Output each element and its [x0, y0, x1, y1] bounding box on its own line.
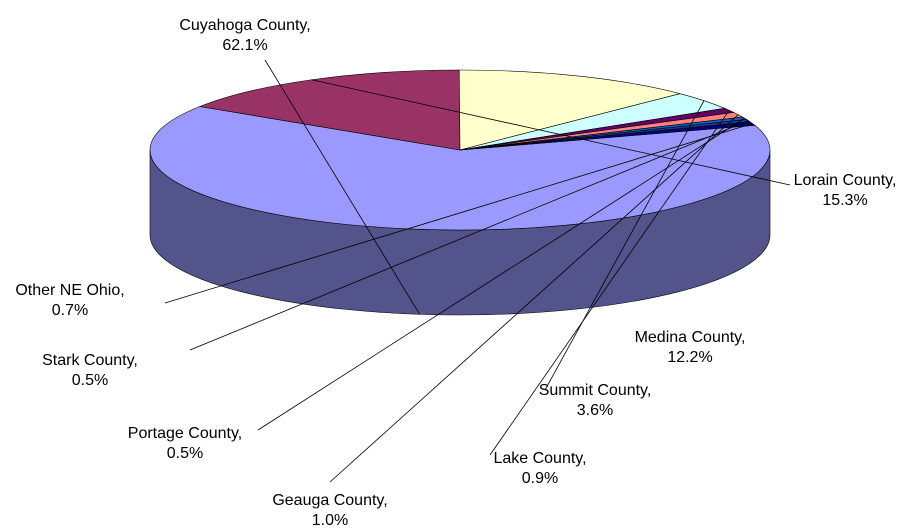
leader-line	[489, 110, 730, 456]
slice-label: Lorain County, 15.3%	[794, 172, 897, 209]
category-label: Cuyahoga County,	[179, 17, 310, 34]
leader-line	[164, 123, 753, 304]
pie-slice	[459, 121, 756, 151]
pie-slice	[149, 106, 771, 231]
category-label: Summit County,	[539, 382, 652, 399]
category-label: Stark County,	[42, 352, 138, 369]
value-label: 1.0%	[312, 512, 348, 529]
leader-line	[329, 114, 739, 483]
value-label: 62.1%	[222, 37, 267, 54]
value-label: 3.6%	[577, 402, 613, 419]
category-label: Lake County,	[493, 450, 586, 467]
leader-line	[264, 59, 421, 315]
slice-label: Stark County, 0.5%	[42, 352, 138, 389]
category-label: Portage County,	[128, 425, 242, 442]
slice-label: Geauga County, 1.0%	[272, 492, 387, 529]
slice-label: Medina County, 12.2%	[635, 329, 746, 366]
leader-line	[189, 120, 749, 351]
value-label: 12.2%	[667, 349, 712, 366]
category-label: Other NE Ohio,	[15, 282, 124, 299]
slice-label: Other NE Ohio, 0.7%	[15, 282, 124, 319]
leader-line	[257, 117, 745, 431]
leader-line	[544, 100, 705, 391]
value-label: 15.3%	[822, 192, 867, 209]
top-faces	[149, 69, 771, 231]
slice-label: Summit County, 3.6%	[539, 382, 652, 419]
category-label: Lorain County,	[794, 172, 897, 189]
value-label: 0.9%	[522, 470, 558, 487]
value-label: 0.5%	[72, 372, 108, 389]
slice-label: Lake County, 0.9%	[493, 450, 586, 487]
value-label: 0.7%	[52, 302, 88, 319]
slice-label: Portage County, 0.5%	[128, 425, 242, 462]
leader-line	[311, 79, 791, 186]
pie-slice	[458, 69, 681, 151]
category-label: Medina County,	[635, 329, 746, 346]
value-label: 0.5%	[167, 445, 203, 462]
category-label: Geauga County,	[272, 492, 387, 509]
slice-label: Cuyahoga County, 62.1%	[179, 17, 310, 54]
